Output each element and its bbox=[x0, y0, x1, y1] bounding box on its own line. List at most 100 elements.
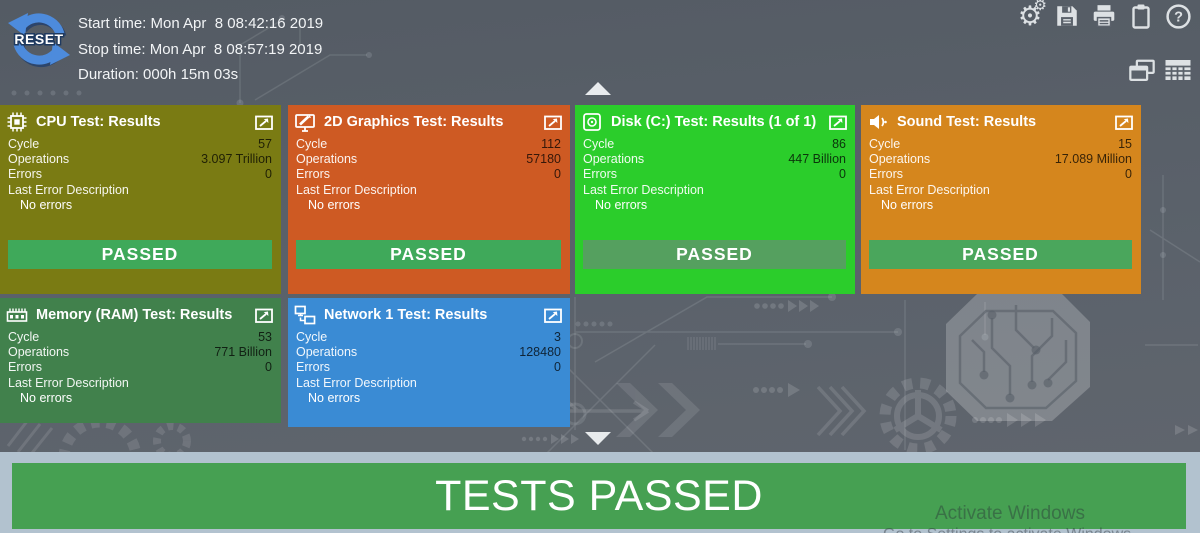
cycle-value: 15 bbox=[1118, 137, 1132, 151]
cycle-value: 53 bbox=[258, 330, 272, 344]
grid-view-icon bbox=[1165, 60, 1191, 80]
print-button[interactable] bbox=[1090, 2, 1118, 30]
cycle-label: Cycle bbox=[296, 137, 328, 151]
arrow-down-icon bbox=[585, 432, 611, 445]
last-error-text: No errors bbox=[20, 390, 73, 405]
card-title: Sound Test: Results bbox=[897, 114, 1037, 130]
operations-row: Operations 3.097 Trillion bbox=[8, 152, 272, 167]
expand-button[interactable] bbox=[544, 307, 562, 323]
operations-row: Operations 447 Billion bbox=[583, 152, 846, 167]
card-title: 2D Graphics Test: Results bbox=[324, 114, 504, 130]
circuit-brain-badge bbox=[946, 294, 1090, 421]
operations-label: Operations bbox=[8, 345, 70, 360]
expand-button[interactable] bbox=[544, 114, 562, 130]
status-badge: PASSED bbox=[8, 240, 272, 269]
last-error-label: Last Error Description bbox=[296, 182, 417, 197]
errors-label: Errors bbox=[583, 167, 618, 182]
expand-icon bbox=[544, 115, 562, 130]
expand-button[interactable] bbox=[255, 114, 273, 130]
errors-value: 0 bbox=[554, 360, 561, 375]
reset-button[interactable]: RESET bbox=[6, 6, 72, 72]
window-view-button[interactable] bbox=[1128, 56, 1156, 84]
expand-icon bbox=[1115, 115, 1133, 130]
errors-row: Errors 0 bbox=[869, 167, 1132, 182]
errors-label: Errors bbox=[296, 167, 331, 182]
floppy-save-icon bbox=[1057, 6, 1077, 26]
errors-row: Errors 0 bbox=[8, 360, 272, 375]
scroll-up-button[interactable] bbox=[584, 81, 612, 96]
errors-value: 0 bbox=[1125, 167, 1132, 182]
cycle-value: 57 bbox=[258, 137, 272, 151]
cycle-row: Cycle 15 bbox=[869, 137, 1132, 152]
help-icon: ? bbox=[1165, 3, 1191, 29]
cpu-icon bbox=[7, 112, 27, 132]
memory-test-card: Memory (RAM) Test: Results Cycle 53 Opera… bbox=[0, 298, 281, 423]
arrow-up-icon bbox=[585, 82, 611, 95]
cycle-label: Cycle bbox=[8, 330, 40, 344]
expand-icon bbox=[544, 308, 562, 323]
last-error-text: No errors bbox=[881, 197, 934, 212]
last-error-label: Last Error Description bbox=[8, 182, 129, 197]
operations-value: 3.097 Trillion bbox=[201, 152, 272, 167]
operations-label: Operations bbox=[583, 152, 645, 167]
settings-button[interactable]: ⚙ ⚙ bbox=[1016, 0, 1047, 31]
help-button[interactable]: ? bbox=[1164, 2, 1192, 30]
expand-button[interactable] bbox=[255, 307, 273, 323]
errors-value: 0 bbox=[265, 167, 272, 182]
errors-label: Errors bbox=[296, 360, 331, 375]
expand-icon bbox=[255, 115, 273, 130]
errors-row: Errors 0 bbox=[296, 360, 561, 375]
view-toolbar bbox=[1128, 56, 1192, 84]
last-error-text: No errors bbox=[308, 390, 361, 405]
memory-ram-icon bbox=[6, 308, 28, 322]
errors-value: 0 bbox=[554, 167, 561, 182]
result-banner: TESTS PASSED bbox=[12, 463, 1186, 529]
errors-row: Errors 0 bbox=[296, 167, 561, 182]
expand-icon bbox=[829, 115, 847, 130]
sound-test-card: Sound Test: Results Cycle 15 Operations 17… bbox=[861, 105, 1141, 294]
operations-row: Operations 17.089 Million bbox=[869, 152, 1132, 167]
grid-view-button[interactable] bbox=[1164, 56, 1192, 84]
operations-value: 17.089 Million bbox=[1054, 152, 1132, 167]
cycle-row: Cycle 53 bbox=[8, 330, 272, 345]
card-title: Network 1 Test: Results bbox=[324, 307, 488, 323]
cycle-row: Cycle 3 bbox=[296, 330, 561, 345]
cycle-row: Cycle 86 bbox=[583, 137, 846, 152]
gear-icon: ⚙ bbox=[1017, 1, 1043, 31]
status-badge: PASSED bbox=[296, 240, 561, 269]
operations-row: Operations 57180 bbox=[296, 152, 561, 167]
printer-icon bbox=[1093, 5, 1115, 28]
operations-label: Operations bbox=[8, 152, 70, 167]
last-error-label: Last Error Description bbox=[296, 375, 417, 390]
copy-results-button[interactable] bbox=[1127, 2, 1155, 30]
small-gear-icon: ⚙ bbox=[1033, 0, 1047, 14]
status-badge: PASSED bbox=[583, 240, 846, 269]
errors-row: Errors 0 bbox=[583, 167, 846, 182]
status-badge: PASSED bbox=[869, 240, 1132, 269]
operations-value: 57180 bbox=[526, 152, 561, 167]
svg-text:?: ? bbox=[1174, 9, 1183, 25]
last-error-label: Last Error Description bbox=[583, 182, 704, 197]
operations-value: 447 Billion bbox=[788, 152, 846, 167]
errors-label: Errors bbox=[8, 360, 43, 375]
expand-button[interactable] bbox=[829, 114, 847, 130]
cascade-windows-icon bbox=[1129, 59, 1155, 81]
errors-label: Errors bbox=[8, 167, 43, 182]
cycle-row: Cycle 57 bbox=[8, 137, 272, 152]
errors-value: 0 bbox=[265, 360, 272, 375]
operations-row: Operations 128480 bbox=[296, 345, 561, 360]
duration: Duration: 000h 15m 03s bbox=[78, 66, 239, 83]
last-error-label: Last Error Description bbox=[869, 182, 990, 197]
cpu-test-card: CPU Test: Results Cycle 57 Operations 3.09… bbox=[0, 105, 281, 294]
cycle-row: Cycle 112 bbox=[296, 137, 561, 152]
expand-button[interactable] bbox=[1115, 114, 1133, 130]
last-error-label: Last Error Description bbox=[8, 375, 129, 390]
last-error-text: No errors bbox=[308, 197, 361, 212]
save-button[interactable] bbox=[1053, 2, 1081, 30]
last-error-text: No errors bbox=[595, 197, 648, 212]
speaker-icon bbox=[870, 115, 887, 129]
run-times: Start time: Mon Apr 8 08:42:16 2019 Stop… bbox=[78, 11, 323, 88]
operations-label: Operations bbox=[869, 152, 931, 167]
scroll-down-button[interactable] bbox=[584, 431, 612, 446]
